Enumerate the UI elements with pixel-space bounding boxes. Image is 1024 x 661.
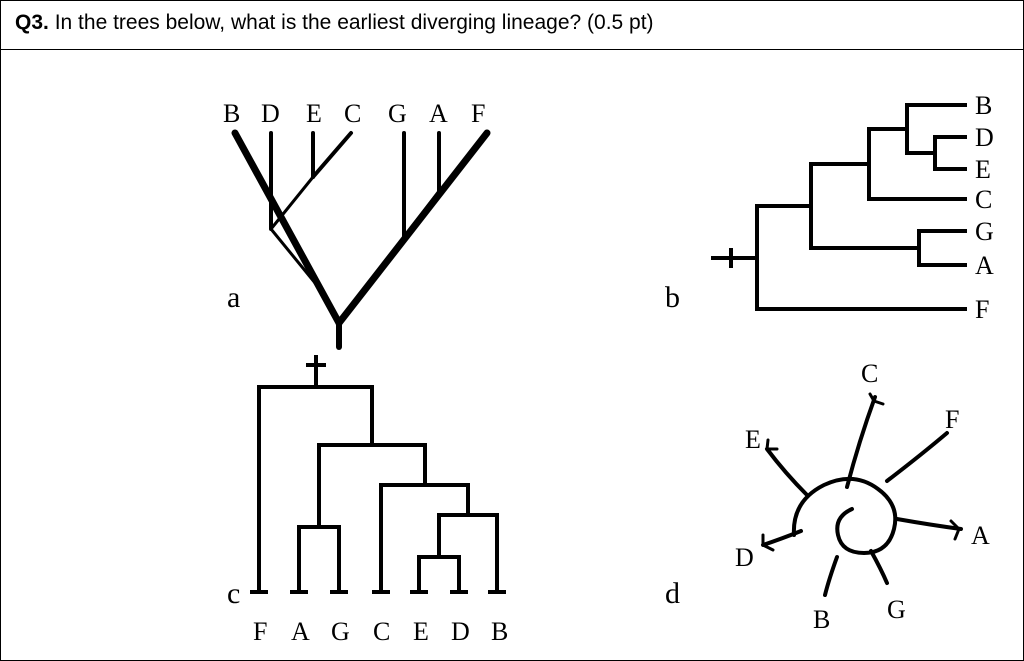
question: Q3. In the trees below, what is the earl… <box>15 11 654 35</box>
panel-b-label: b <box>665 281 680 315</box>
divider <box>1 49 1023 50</box>
tree-a-tip-E: E <box>306 99 322 129</box>
tree-c-tip-F: F <box>253 617 267 647</box>
tree-d-tip-C: C <box>861 359 878 389</box>
tree-c-tip-D: D <box>451 617 470 647</box>
tree-c-tip-E: E <box>413 617 429 647</box>
question-number: Q3. <box>15 11 49 34</box>
tree-a <box>209 133 509 353</box>
tree-d <box>707 379 1007 639</box>
page: Q3. In the trees below, what is the earl… <box>0 0 1024 661</box>
tree-a-tip-A: A <box>429 99 448 129</box>
tree-b-tip-F: F <box>975 295 989 325</box>
tree-b-tip-C: C <box>975 185 992 215</box>
tree-d-tip-G: G <box>887 595 906 625</box>
tree-c-tip-B: B <box>491 617 508 647</box>
question-text: In the trees below, what is the earliest… <box>55 11 654 34</box>
tree-b-tip-B: B <box>975 91 992 121</box>
tree-c <box>245 367 565 627</box>
tree-a-tip-C: C <box>344 99 361 129</box>
tree-d-tip-E: E <box>745 425 761 455</box>
tree-d-tip-B: B <box>813 605 830 635</box>
tree-a-tip-B: B <box>223 99 240 129</box>
panel-d-label: d <box>665 577 680 611</box>
tree-b-tip-G: G <box>975 217 994 247</box>
tree-d-tip-D: D <box>735 543 754 573</box>
tree-b-tip-E: E <box>975 155 991 185</box>
panel-c-label: c <box>227 577 240 611</box>
tree-c-tip-A: A <box>291 617 310 647</box>
tree-b-tip-A: A <box>975 251 994 281</box>
tree-b-tip-D: D <box>975 123 994 153</box>
tree-a-tip-D: D <box>261 99 280 129</box>
tree-a-tip-G: G <box>388 99 407 129</box>
tree-d-tip-A: A <box>971 521 990 551</box>
tree-c-tip-G: G <box>331 617 350 647</box>
tree-a-tip-F: F <box>471 99 485 129</box>
tree-c-tip-C: C <box>373 617 390 647</box>
tree-d-tip-F: F <box>945 405 959 435</box>
